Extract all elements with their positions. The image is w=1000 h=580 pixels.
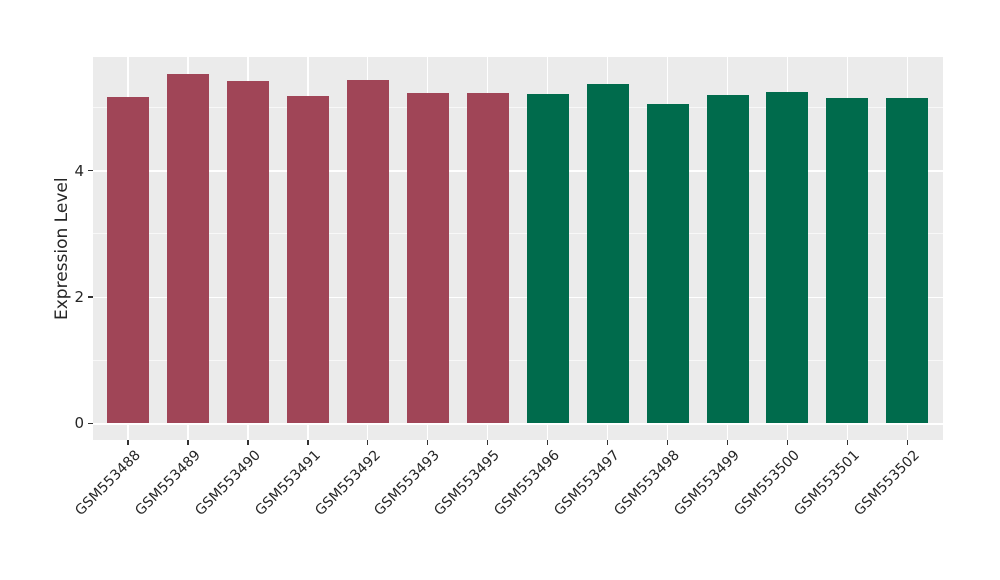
x-tick bbox=[187, 440, 189, 445]
bar-GSM553493 bbox=[406, 93, 449, 424]
y-major-gridline bbox=[93, 423, 943, 425]
y-minor-gridline bbox=[93, 233, 943, 235]
bar-GSM553495 bbox=[466, 93, 509, 424]
y-minor-gridline bbox=[93, 359, 943, 361]
y-tick-label: 2 bbox=[74, 287, 84, 306]
bar-GSM553500 bbox=[766, 91, 809, 424]
x-tick bbox=[846, 440, 849, 445]
bar-GSM553489 bbox=[166, 73, 209, 424]
x-tick bbox=[786, 440, 789, 445]
x-tick bbox=[726, 440, 729, 445]
y-major-gridline bbox=[93, 296, 943, 299]
y-minor-gridline bbox=[93, 106, 943, 108]
y-tick-label: 0 bbox=[74, 414, 84, 433]
x-tick bbox=[127, 440, 129, 445]
y-major-gridline bbox=[93, 170, 943, 172]
bar-GSM553490 bbox=[226, 80, 269, 424]
x-tick bbox=[307, 440, 309, 445]
x-tick bbox=[247, 440, 249, 445]
y-tick bbox=[88, 296, 93, 298]
y-tick bbox=[88, 169, 93, 172]
y-tick bbox=[88, 422, 93, 424]
bars-layer bbox=[93, 57, 943, 440]
bar-GSM553496 bbox=[526, 94, 569, 424]
x-tick bbox=[546, 440, 549, 445]
x-tick bbox=[367, 440, 369, 445]
bar-GSM553498 bbox=[646, 103, 689, 424]
bar-GSM553497 bbox=[586, 83, 629, 424]
plot-panel bbox=[93, 57, 943, 440]
x-tick bbox=[906, 440, 909, 445]
bar-GSM553502 bbox=[886, 98, 929, 424]
bar-GSM553492 bbox=[346, 80, 389, 424]
x-tick bbox=[487, 440, 489, 445]
y-tick-label: 4 bbox=[74, 161, 84, 180]
x-tick bbox=[606, 440, 609, 445]
bar-GSM553499 bbox=[706, 95, 749, 424]
bar-GSM553501 bbox=[826, 98, 869, 424]
x-tick bbox=[666, 440, 669, 445]
bar-GSM553491 bbox=[286, 95, 329, 424]
bar-GSM553488 bbox=[107, 97, 149, 424]
x-tick bbox=[427, 440, 429, 445]
y-axis-label: Expression Level bbox=[52, 177, 72, 320]
